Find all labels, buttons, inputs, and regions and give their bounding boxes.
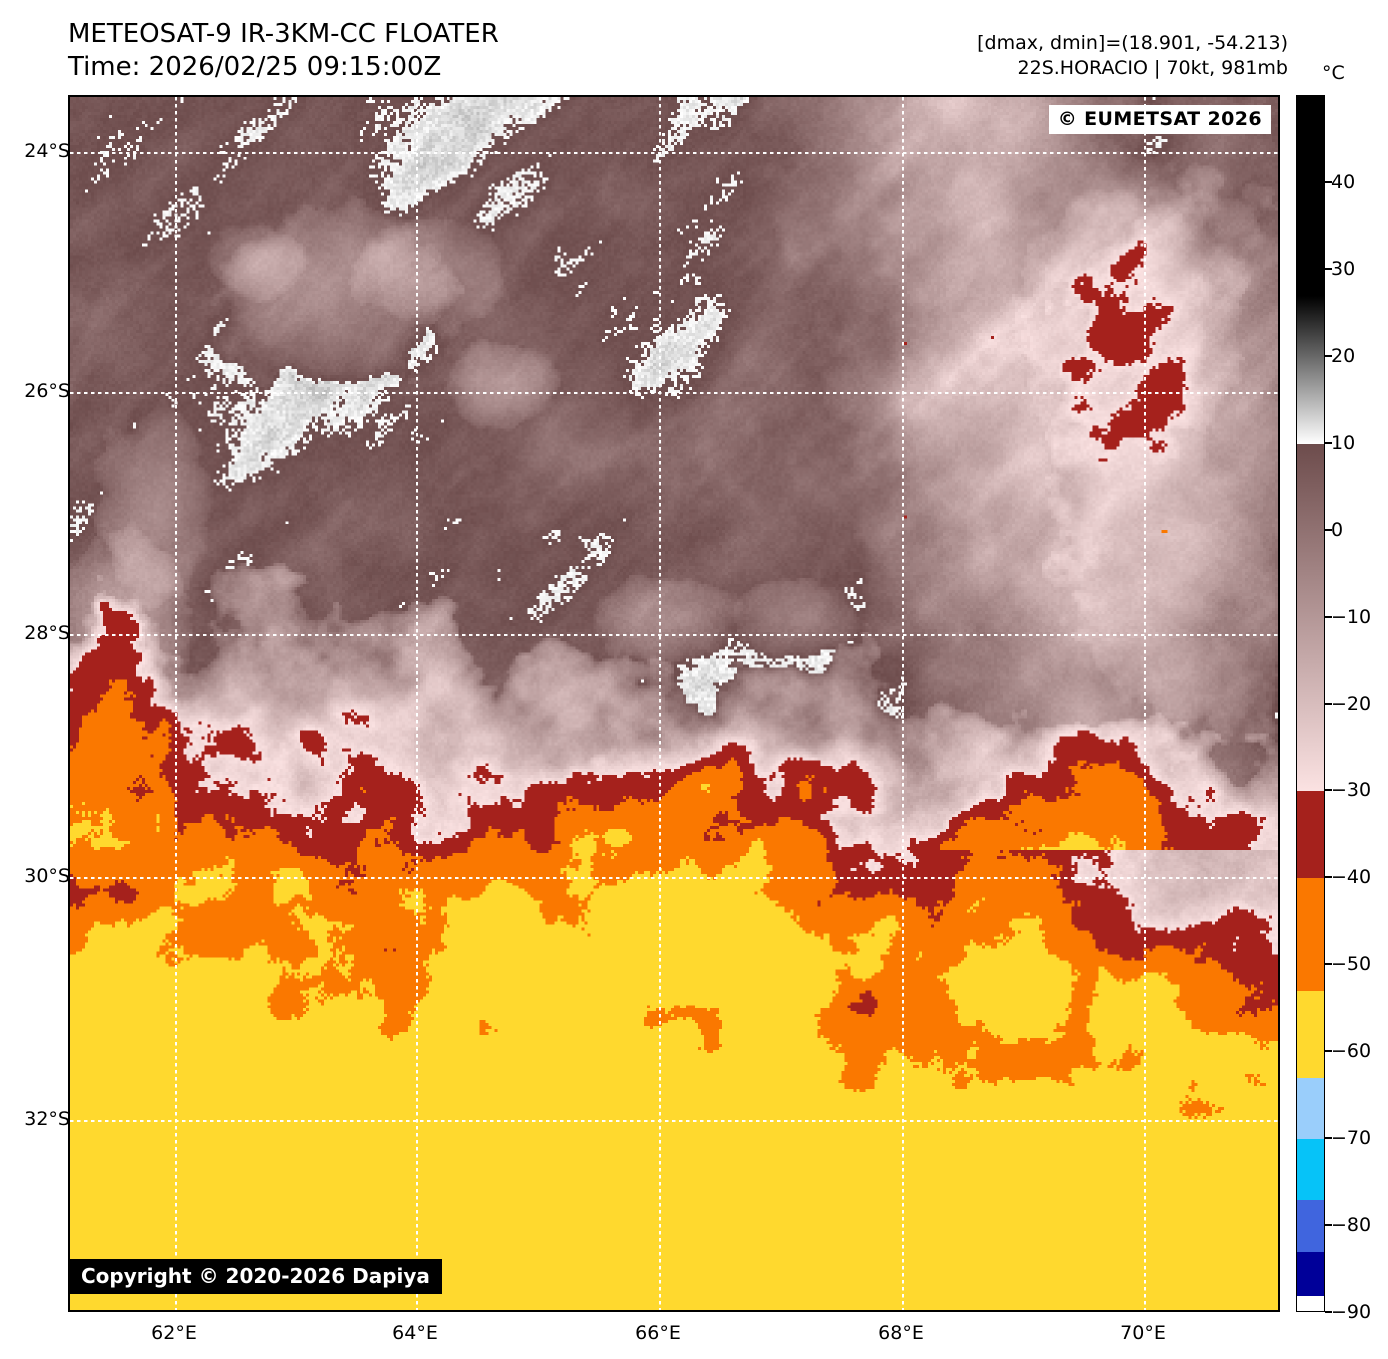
lat-tick-2: 28°S xyxy=(24,622,70,644)
metadata-block: [dmax, dmin]=(18.901, -54.213) 22S.HORAC… xyxy=(977,31,1288,81)
colorbar-tick-label-1: 30 xyxy=(1331,257,1356,280)
eumetsat-copyright-badge: © EUMETSAT 2026 xyxy=(1048,105,1271,134)
colorbar-tick-mark-1 xyxy=(1325,267,1332,270)
colorbar-tick-label-2: 20 xyxy=(1331,344,1356,367)
colorbar-segment-8 xyxy=(1297,1199,1324,1253)
title-block: METEOSAT-9 IR-3KM-CC FLOATER Time: 2026/… xyxy=(68,18,499,84)
colorbar-tick-mark-5 xyxy=(1325,615,1332,618)
temperature-colorbar[interactable] xyxy=(1296,95,1325,1312)
colorbar-tick-label-10: −60 xyxy=(1331,1040,1372,1063)
lon-tick-1: 64°E xyxy=(392,1322,438,1344)
colorbar-tick-label-7: −30 xyxy=(1331,779,1372,802)
colorbar-tick-mark-11 xyxy=(1325,1137,1332,1140)
lon-tick-4: 70°E xyxy=(1120,1322,1166,1344)
dmax-dmin-text: [dmax, dmin]=(18.901, -54.213) xyxy=(977,32,1288,54)
colorbar-segment-5 xyxy=(1297,991,1324,1079)
colorbar-tick-mark-6 xyxy=(1325,702,1332,705)
colorbar-segment-0 xyxy=(1297,96,1324,296)
colorbar-tick-label-5: −10 xyxy=(1331,605,1372,628)
lon-tick-3: 68°E xyxy=(878,1322,924,1344)
colorbar-segment-10 xyxy=(1297,1295,1324,1311)
satellite-image-plot[interactable]: © EUMETSAT 2026 Copyright © 2020-2026 Da… xyxy=(68,95,1280,1312)
lat-tick-0: 24°S xyxy=(24,140,70,162)
colorbar-tick-label-11: −70 xyxy=(1331,1127,1372,1150)
ir-imagery-canvas xyxy=(70,97,1278,1310)
colorbar-tick-label-12: −80 xyxy=(1331,1214,1372,1237)
lon-tick-0: 62°E xyxy=(151,1322,197,1344)
colorbar-tick-label-13: −90 xyxy=(1331,1301,1372,1323)
colorbar-tick-label-8: −40 xyxy=(1331,866,1372,889)
colorbar-tick-mark-4 xyxy=(1325,528,1332,531)
colorbar-tick-mark-13 xyxy=(1325,1311,1332,1313)
lat-tick-3: 30°S xyxy=(24,865,70,887)
timestamp-line: Time: 2026/02/25 09:15:00Z xyxy=(68,52,442,82)
colorbar-tick-mark-8 xyxy=(1325,876,1332,879)
colorbar-tick-mark-12 xyxy=(1325,1224,1332,1227)
colorbar-segment-6 xyxy=(1297,1078,1324,1140)
lat-tick-1: 26°S xyxy=(24,380,70,402)
colorbar-unit-label: °C xyxy=(1322,62,1345,84)
colorbar-segment-4 xyxy=(1297,878,1324,992)
colorbar-tick-label-0: 40 xyxy=(1331,170,1356,193)
page-title: METEOSAT-9 IR-3KM-CC FLOATER xyxy=(68,19,499,49)
colorbar-tick-mark-9 xyxy=(1325,963,1332,966)
colorbar-segment-2 xyxy=(1297,443,1324,792)
colorbar-tick-label-3: 10 xyxy=(1331,431,1356,454)
colorbar-segment-1 xyxy=(1297,295,1324,444)
storm-info-text: 22S.HORACIO | 70kt, 981mb xyxy=(1017,57,1288,79)
colorbar-tick-mark-7 xyxy=(1325,789,1332,792)
colorbar-segment-7 xyxy=(1297,1139,1324,1200)
colorbar-segment-9 xyxy=(1297,1252,1324,1296)
colorbar-segment-3 xyxy=(1297,791,1324,879)
colorbar-tick-label-6: −20 xyxy=(1331,692,1372,715)
colorbar-tick-label-9: −50 xyxy=(1331,953,1372,976)
colorbar-tick-mark-0 xyxy=(1325,180,1332,183)
colorbar-tick-mark-2 xyxy=(1325,354,1332,357)
ir-imagery-layer xyxy=(70,97,1278,1310)
lon-tick-2: 66°E xyxy=(635,1322,681,1344)
dapiya-copyright-badge: Copyright © 2020-2026 Dapiya xyxy=(70,1259,442,1294)
colorbar-tick-mark-3 xyxy=(1325,441,1332,444)
lat-tick-4: 32°S xyxy=(24,1108,70,1130)
colorbar-tick-label-4: 0 xyxy=(1331,518,1344,541)
colorbar-tick-mark-10 xyxy=(1325,1050,1332,1053)
